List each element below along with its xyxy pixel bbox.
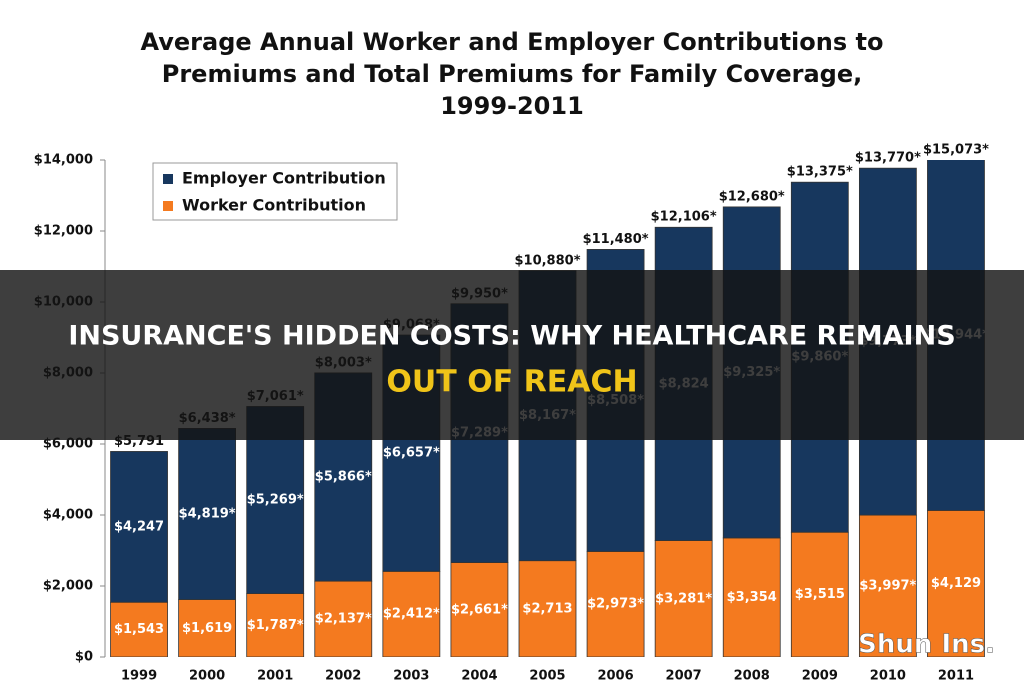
bar-segment (110, 451, 168, 603)
title-line: Average Annual Worker and Employer Contr… (141, 28, 884, 56)
watermark: Shun Ins. (858, 630, 995, 660)
value-label: $2,412* (383, 607, 440, 622)
bar-segment (178, 599, 237, 657)
value-label: $1,787* (247, 618, 304, 633)
legend-swatch (163, 174, 173, 184)
value-label: $2,713 (522, 601, 572, 616)
value-label: $6,657* (383, 446, 440, 461)
total-label: $13,375* (787, 165, 853, 180)
value-label: $4,247 (114, 519, 164, 534)
value-label: $1,543 (114, 622, 164, 637)
x-tick-label: 2009 (802, 669, 838, 680)
y-tick-label: $2,000 (43, 579, 93, 594)
value-label: $5,269* (247, 493, 304, 508)
bar-segment (858, 514, 917, 657)
bar-segment (382, 570, 441, 657)
value-label: $3,354 (727, 590, 777, 605)
value-label: $4,819* (179, 506, 236, 521)
total-label: $10,880* (514, 253, 580, 268)
bar-segment (246, 593, 305, 657)
bar-segment (790, 531, 849, 657)
value-label: $3,281* (655, 591, 712, 606)
legend-label: Employer Contribution (182, 169, 386, 188)
total-label: $12,106* (651, 210, 717, 225)
x-tick-label: 2001 (257, 669, 293, 680)
bar-segment (110, 601, 168, 657)
bar-segment (927, 510, 985, 657)
value-label: $2,661* (451, 602, 508, 617)
bar-segment (654, 540, 713, 657)
bar-segment (178, 428, 237, 600)
banner (0, 270, 1024, 440)
legend-box (152, 162, 398, 221)
total-label: $13,770* (855, 151, 921, 166)
x-tick-label: 2002 (325, 669, 361, 680)
y-tick-label: $6,000 (43, 437, 93, 452)
x-tick-label: 2011 (938, 669, 974, 680)
x-tick-label: 2003 (393, 669, 429, 680)
x-tick-label: 2010 (870, 669, 906, 680)
x-tick-label: 2005 (529, 669, 565, 680)
bar-segment (722, 537, 781, 657)
x-tick-label: 2006 (597, 669, 633, 680)
x-tick-label: 1999 (121, 669, 157, 680)
value-label: $1,619 (182, 621, 232, 636)
value-label: $3,997* (859, 579, 916, 594)
bar-segment (450, 562, 509, 657)
value-label: $3,515 (795, 587, 845, 602)
headline: OUT OF REACH (386, 365, 637, 400)
headline: INSURANCE'S HIDDEN COSTS: WHY HEALTHCARE… (68, 321, 955, 352)
legend-swatch (163, 201, 173, 211)
value-label: $2,137* (315, 612, 372, 627)
bar-segment (518, 560, 577, 657)
total-label: $11,480* (583, 232, 649, 247)
y-tick-label: $4,000 (43, 508, 93, 523)
title-line: 1999-2011 (440, 92, 584, 120)
y-tick-label: $12,000 (34, 224, 93, 239)
x-tick-label: 2007 (666, 669, 702, 680)
value-label: $4,129 (931, 576, 981, 591)
y-tick-label: $0 (75, 650, 93, 665)
value-label: $5,866* (315, 470, 372, 485)
total-label: $12,680* (719, 189, 785, 204)
x-tick-label: 2000 (189, 669, 225, 680)
x-tick-label: 2008 (734, 669, 770, 680)
title-line: Premiums and Total Premiums for Family C… (162, 60, 862, 88)
legend-label: Worker Contribution (182, 196, 366, 215)
y-tick-label: $14,000 (34, 153, 93, 168)
total-label: $15,073* (923, 143, 989, 158)
value-label: $2,973* (587, 597, 644, 612)
x-tick-label: 2004 (461, 669, 497, 680)
bar-segment (586, 551, 645, 657)
